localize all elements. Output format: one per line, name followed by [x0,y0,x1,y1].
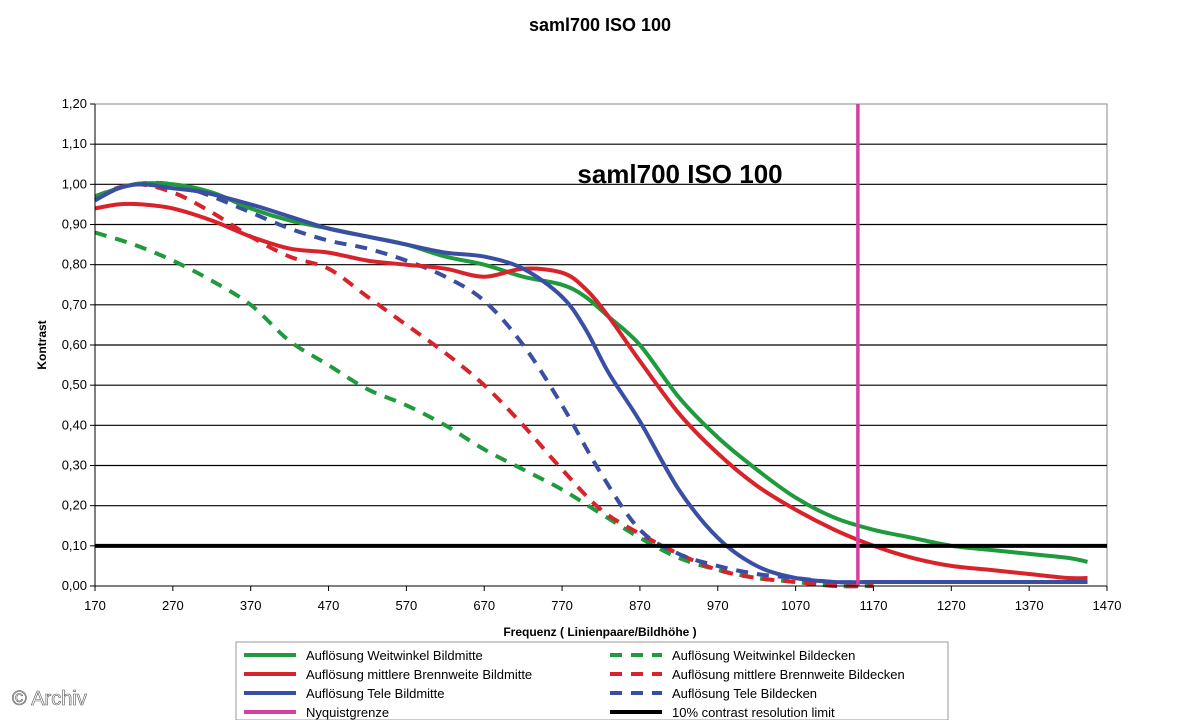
legend-label-aufl-sung-tele-bildecken: Auflösung Tele Bildecken [672,686,817,701]
x-tick-label: 1470 [1093,598,1122,613]
legend: Auflösung Weitwinkel Bildmitte Auflösung … [235,641,949,720]
x-tick-label: 1270 [937,598,966,613]
y-tick-label: 1,10 [62,136,87,151]
x-tick-label: 870 [629,598,651,613]
x-tick-label: 170 [84,598,106,613]
y-axis-label: Kontrast [35,320,49,369]
y-tick-label: 0,80 [62,257,87,272]
inner-chart-title: saml700 ISO 100 [577,159,782,189]
watermark: © Archiv [12,688,87,710]
y-tick-label: 1,00 [62,176,87,191]
legend-label-10-contrast-resolution-limit: 10% contrast resolution limit [672,705,835,720]
y-tick-label: 0,20 [62,498,87,513]
y-tick-label: 0,40 [62,417,87,432]
series-line-aufl-sung-tele-bildmitte [94,182,1088,585]
y-tick-label: 0,50 [62,377,87,392]
legend-label-aufl-sung-mittlere-brennweite-bildecken: Auflösung mittlere Brennweite Bildecken [672,667,905,682]
y-tick-label: 0,90 [62,217,87,232]
legend-label-aufl-sung-weitwinkel-bildecken: Auflösung Weitwinkel Bildecken [672,648,855,663]
gridlines [94,103,1108,587]
x-tick-label: 1170 [859,598,887,613]
legend-label-aufl-sung-weitwinkel-bildmitte: Auflösung Weitwinkel Bildmitte [306,648,483,663]
x-axis-label: Frequenz ( Linienpaare/Bildhöhe ) [503,625,696,639]
x-tick-label: 270 [162,598,184,613]
x-tick-label: 770 [551,598,573,613]
x-tick-label: 1070 [781,598,810,613]
x-tick-label: 570 [396,598,418,613]
legend-label-aufl-sung-tele-bildmitte: Auflösung Tele Bildmitte [306,686,445,701]
x-tick-label: 970 [707,598,729,613]
y-tick-label: 0,10 [62,538,87,553]
y-tick-label: 0,00 [62,578,87,593]
legend-label-nyquistgrenze: Nyquistgrenze [306,705,389,720]
y-tick-label: 0,70 [62,297,87,312]
x-tick-label: 370 [240,598,262,613]
series-line-aufl-sung-weitwinkel-bildmitte [94,181,1088,564]
y-tick-label: 0,60 [62,337,87,352]
series-line-aufl-sung-mittlere-brennweite-bildecken [94,182,874,589]
series-line-aufl-sung-mittlere-brennweite-bildmitte [94,201,1088,581]
y-tick-label: 1,20 [62,96,87,111]
axes: 0,00 0,10 0,20 0,30 0,40 0,50 0,60 0,70 0,80 0,90… [62,96,1122,613]
chart-title: saml700 ISO 100 [529,15,671,35]
legend-label-aufl-sung-mittlere-brennweite-bildmitte: Auflösung mittlere Brennweite Bildmitte [306,667,532,682]
y-tick-label: 0,30 [62,458,87,473]
x-tick-label: 470 [318,598,340,613]
x-tick-label: 670 [473,598,495,613]
series-layer [94,104,1107,589]
legend-box [235,641,949,720]
x-tick-label: 1370 [1015,598,1044,613]
